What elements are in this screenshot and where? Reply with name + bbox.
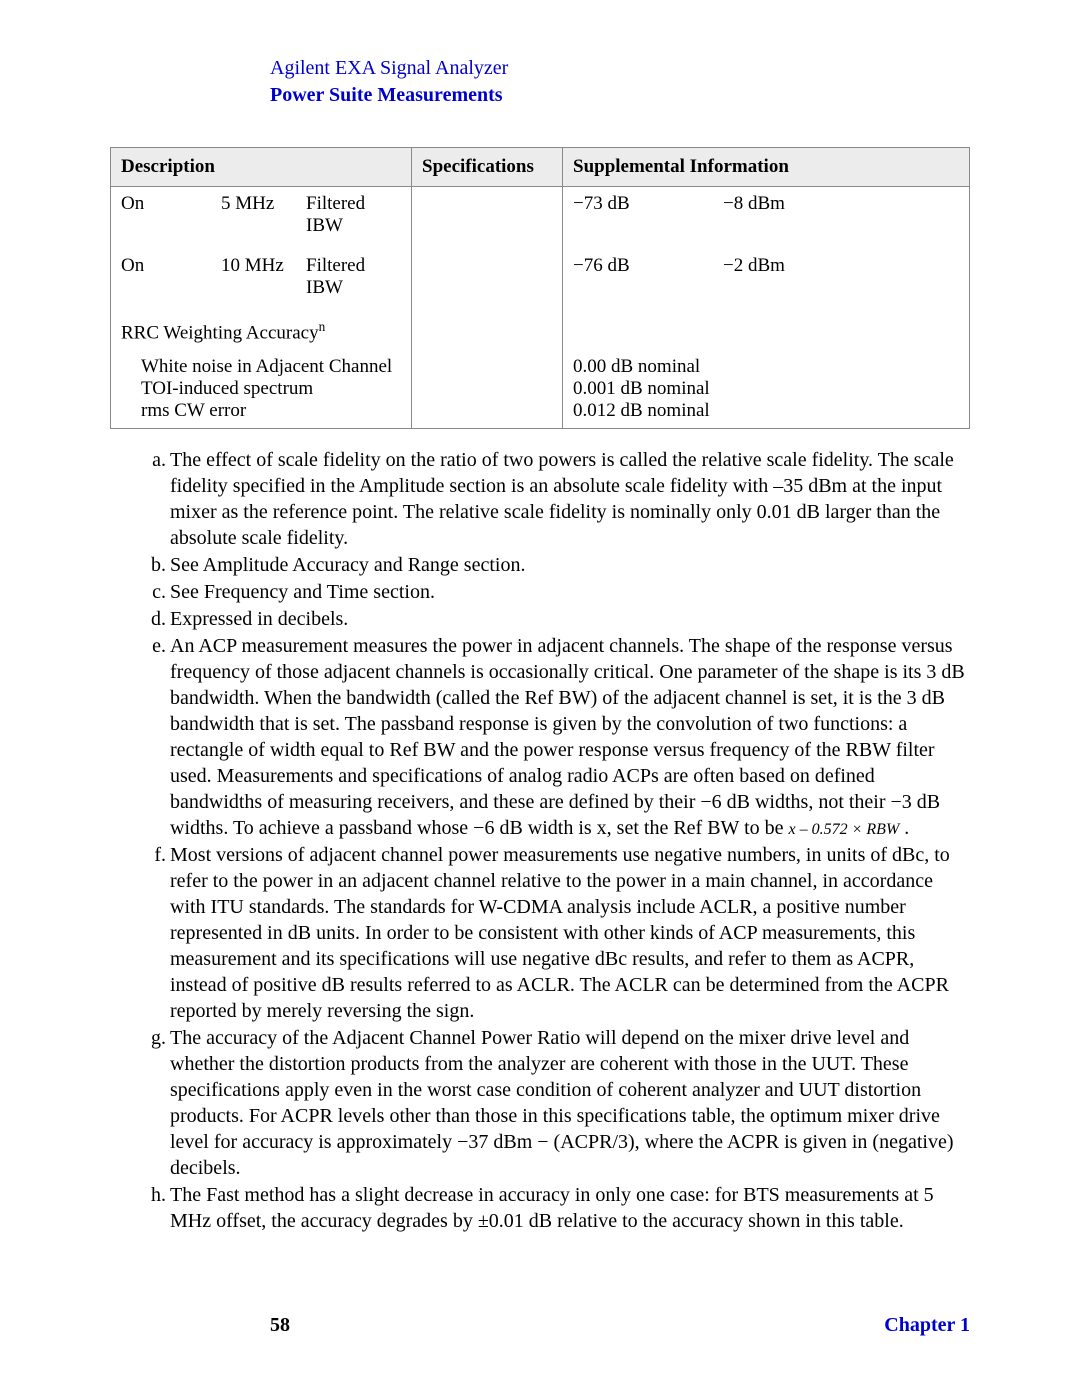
note-e: e. An ACP measurement measures the power… [140,633,970,841]
page-footer: 58 Chapter 1 [110,1314,970,1337]
cell-freq: 5 MHz [221,193,306,237]
cell-dbm: −2 dBm [723,255,959,277]
rrc-value: 0.001 dB nominal [573,378,959,400]
th-specifications: Specifications [412,148,563,187]
note-f: f. Most versions of adjacent channel pow… [140,842,970,1024]
page-header: Agilent EXA Signal Analyzer Power Suite … [270,55,970,109]
note-c: c. See Frequency and Time section. [140,579,970,605]
cell-on: On [121,193,221,237]
cell-db: −76 dB [573,255,723,277]
th-supplemental: Supplemental Information [563,148,970,187]
cell-spec [412,243,563,305]
note-b: b. See Amplitude Accuracy and Range sect… [140,552,970,578]
th-description: Description [111,148,412,187]
rrc-item: White noise in Adjacent Channel [121,356,401,378]
rrc-item: TOI-induced spectrum [121,378,401,400]
note-e-post: . [899,817,909,839]
rrc-value: 0.012 dB nominal [573,400,959,422]
page-number: 58 [270,1314,290,1337]
cell-db: −73 dB [573,193,723,215]
note-e-pre: An ACP measurement measures the power in… [170,635,965,839]
cell-filter: Filtered IBW [306,255,401,299]
note-h: h. The Fast method has a slight decrease… [140,1182,970,1234]
header-section: Power Suite Measurements [270,82,970,109]
rrc-sup: n [319,319,326,334]
cell-dbm: −8 dBm [723,193,959,215]
header-product: Agilent EXA Signal Analyzer [270,55,970,82]
rrc-value: 0.00 dB nominal [573,356,959,378]
table-row: On 10 MHz Filtered IBW −76 dB −2 dBm [111,243,970,305]
cell-spec [412,187,563,244]
note-g: g. The accuracy of the Adjacent Channel … [140,1025,970,1181]
cell-on: On [121,255,221,299]
cell-filter: Filtered IBW [306,193,401,237]
cell-freq: 10 MHz [221,255,306,299]
table-row: White noise in Adjacent Channel TOI-indu… [111,350,970,429]
footnotes: a. The effect of scale fidelity on the r… [110,447,970,1234]
table-row: On 5 MHz Filtered IBW −73 dB −8 dBm [111,187,970,244]
chapter-label: Chapter 1 [884,1314,970,1337]
rrc-item: rms CW error [121,400,401,422]
note-d: d. Expressed in decibels. [140,606,970,632]
note-e-formula: x – 0.572 × RBW [789,821,900,838]
table-row: RRC Weighting Accuracyn [111,305,970,350]
note-a: a. The effect of scale fidelity on the r… [140,447,970,551]
spec-table: Description Specifications Supplemental … [110,147,970,429]
rrc-label: RRC Weighting Accuracy [121,322,319,343]
